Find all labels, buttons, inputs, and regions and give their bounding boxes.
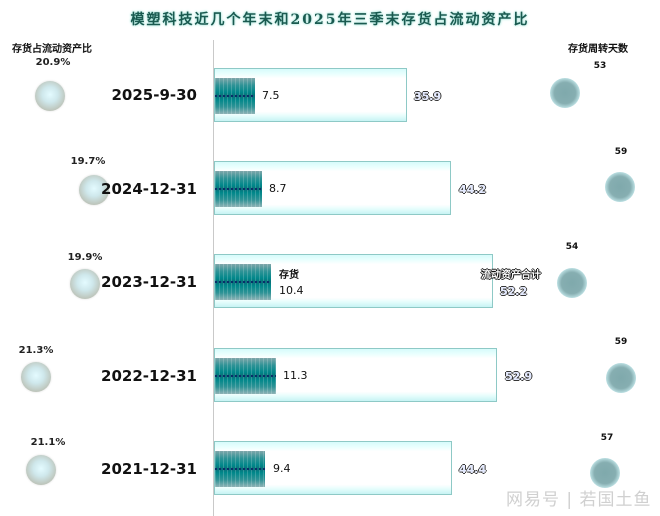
chart-title: 模塑科技近几个年末和2025年三季末存货占流动资产比: [130, 12, 530, 28]
inventory-bar: [215, 264, 271, 300]
days-dot-icon: [606, 363, 636, 393]
inventory-bar: [215, 358, 276, 394]
inventory-value: 8.7: [269, 182, 287, 195]
date-label: 2023-12-31: [101, 273, 197, 291]
watermark-separator: |: [566, 490, 574, 510]
days-value: 54: [565, 242, 579, 252]
days-dot-icon: [590, 458, 620, 488]
chart-row-2024-12-31: 19.7% 2024-12-31 8.7 44.2 59: [0, 0, 660, 215]
ratio-value: 21.1%: [30, 437, 66, 448]
axis-line: [213, 40, 214, 516]
days-value: 59: [614, 337, 628, 347]
current-assets-legend-label: 流动资产合计: [481, 270, 541, 281]
watermark-source: 网易号: [506, 490, 560, 510]
inventory-value: 11.3: [283, 369, 308, 382]
days-dot-icon: [557, 268, 587, 298]
ratio-ball-icon: [26, 455, 56, 485]
current-assets-value: 44.4: [459, 463, 487, 476]
ratio-value: 21.3%: [18, 345, 54, 356]
chart-row-2023-12-31: 19.9% 2023-12-31 存货 10.4 流动资产合计 52.2 54: [0, 0, 660, 308]
chart-row-2021-12-31: 21.1% 2021-12-31 9.4 44.4 57: [0, 0, 660, 495]
inventory-bar: [215, 78, 255, 114]
watermark: 网易号 | 若国土鱼: [506, 485, 652, 510]
date-label: 2024-12-31: [101, 180, 197, 198]
current-assets-bar: 存货 10.4: [214, 254, 493, 308]
date-label: 2022-12-31: [101, 367, 197, 385]
inventory-value: 9.4: [273, 462, 291, 475]
days-value: 53: [593, 61, 607, 71]
inventory-bar: [215, 171, 262, 207]
ratio-ball-icon: [79, 175, 109, 205]
days-dot-icon: [550, 78, 580, 108]
inventory-value: 7.5: [262, 89, 280, 102]
date-label: 2021-12-31: [101, 460, 197, 478]
ratio-value: 19.7%: [70, 156, 106, 167]
ratio-value: 20.9%: [35, 57, 71, 68]
current-assets-bar: 9.4: [214, 441, 452, 495]
current-assets-value: 44.2: [459, 183, 487, 196]
date-label: 2025-9-30: [111, 86, 197, 104]
ratio-ball-icon: [35, 81, 65, 111]
ratio-ball-icon: [70, 269, 100, 299]
current-assets-bar: 11.3: [214, 348, 497, 402]
current-assets-bar: 7.5: [214, 68, 407, 122]
inventory-bar: [215, 451, 265, 487]
inventory-value: 10.4: [279, 284, 304, 297]
days-value: 57: [600, 433, 614, 443]
days-dot-icon: [605, 172, 635, 202]
current-assets-value: 52.9: [505, 370, 533, 383]
ratio-value: 19.9%: [67, 252, 103, 263]
days-value: 59: [614, 147, 628, 157]
days-header: 存货周转天数: [568, 44, 628, 55]
ratio-ball-icon: [21, 362, 51, 392]
inventory-legend-label: 存货: [279, 270, 299, 281]
ratio-header: 存货占流动资产比: [12, 44, 92, 55]
watermark-author: 若国土鱼: [579, 490, 652, 510]
chart-row-2025-9-30: 20.9% 2025-9-30 7.5 35.9 53: [0, 0, 660, 122]
current-assets-bar: 8.7: [214, 161, 451, 215]
chart-row-2022-12-31: 21.3% 2022-12-31 11.3 52.9 59: [0, 0, 660, 402]
current-assets-value: 52.2: [500, 285, 528, 298]
current-assets-value: 35.9: [414, 90, 442, 103]
